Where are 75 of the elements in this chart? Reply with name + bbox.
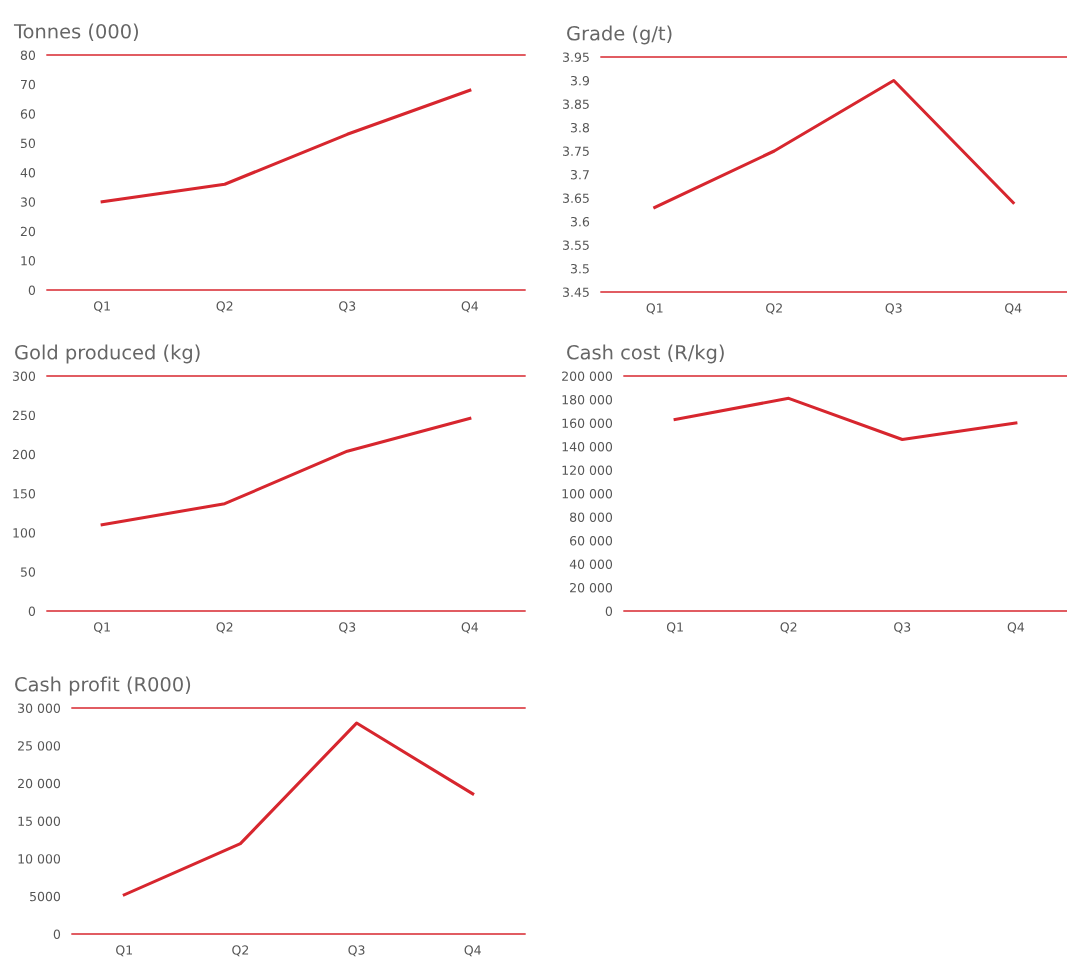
y-tick-label: 20 000 [570,582,613,593]
y-tick-label: 50 [20,567,36,577]
y-tick-label: 100 [13,528,36,538]
y-tick-label: 3.9 [570,75,590,86]
x-tick-label: Q1 [93,622,110,634]
x-tick-label: Q4 [461,301,479,313]
line-series [673,396,1018,441]
y-tick-label: 0 [28,606,36,616]
y-tick-label: 3.55 [563,240,589,250]
y-tick-label: 3.75 [563,146,589,156]
x-tick-label: Q2 [780,622,797,634]
x-tick-label: Q4 [461,622,479,634]
x-tick-label: Q1 [116,945,133,957]
y-tick-label: 160 000 [562,418,613,428]
x-tick-label: Q2 [216,622,233,634]
y-tick-label: 40 000 [569,559,613,569]
y-tick-label: 3.5 [570,263,589,274]
y-tick-label: 70 [21,79,36,90]
y-tick-label: 0 [605,606,613,616]
y-tick-label: 20 [20,226,36,237]
x-tick-label: Q3 [348,945,365,957]
x-tick-label: Q3 [339,622,356,634]
y-tick-label: 3.85 [563,99,589,109]
y-tick-label: 120 000 [562,465,613,475]
y-tick-label: 180 000 [562,394,613,405]
chart-title: Gold produced (kg) [15,344,200,364]
line-series [653,78,1015,209]
y-tick-label: 3.6 [570,216,590,227]
chart-title: Cash cost (R/kg) [567,344,724,364]
x-tick-label: Q2 [232,945,249,957]
x-tick-label: Q2 [216,301,233,313]
y-tick-label: 80 000 [570,512,613,522]
y-tick-label: 3.7 [570,169,589,180]
line-series [100,88,472,204]
x-tick-label: Q1 [666,622,683,634]
y-tick-label: 40 [20,167,36,178]
x-tick-label: Q4 [1005,303,1022,315]
x-tick-label: Q3 [894,622,911,634]
y-tick-label: 0 [53,929,61,939]
y-tick-label: 100 000 [562,488,613,499]
y-tick-label: 3.95 [563,52,589,62]
y-tick-label: 140 000 [562,441,613,452]
y-tick-label: 10 000 [18,854,61,864]
line-series [122,721,475,897]
y-tick-label: 60 [20,109,36,119]
y-tick-label: 50 [20,138,36,149]
chart-title: Tonnes (000) [13,23,138,41]
x-tick-label: Q2 [766,303,782,315]
y-tick-label: 200 [12,449,36,460]
y-tick-label: 300 [12,371,36,381]
y-tick-label: 20 000 [18,778,61,789]
y-tick-label: 250 [12,410,36,421]
chart-title: Grade (g/t) [567,25,672,45]
y-tick-label: 25 000 [18,741,61,751]
y-tick-label: 0 [28,285,36,295]
line-series [100,416,472,527]
y-tick-label: 3.45 [563,287,589,297]
x-tick-label: Q1 [646,303,663,315]
y-tick-label: 150 [13,488,36,499]
y-tick-label: 10 [21,256,36,266]
y-tick-label: 30 000 [18,703,61,713]
x-tick-label: Q3 [885,303,902,315]
x-tick-label: Q3 [339,301,356,313]
x-tick-label: Q1 [93,301,110,313]
y-tick-label: 80 [20,50,36,60]
y-tick-label: 200 000 [562,371,613,381]
y-tick-label: 60 000 [570,535,613,546]
y-tick-label: 15 000 [18,816,61,826]
x-tick-label: Q4 [1007,622,1025,634]
y-tick-label: 3.8 [570,122,590,133]
x-tick-label: Q4 [464,945,481,957]
y-tick-label: 5000 [30,891,61,902]
y-tick-label: 30 [20,197,36,207]
y-tick-label: 3.65 [563,193,589,203]
chart-title: Cash profit (R000) [15,676,191,696]
